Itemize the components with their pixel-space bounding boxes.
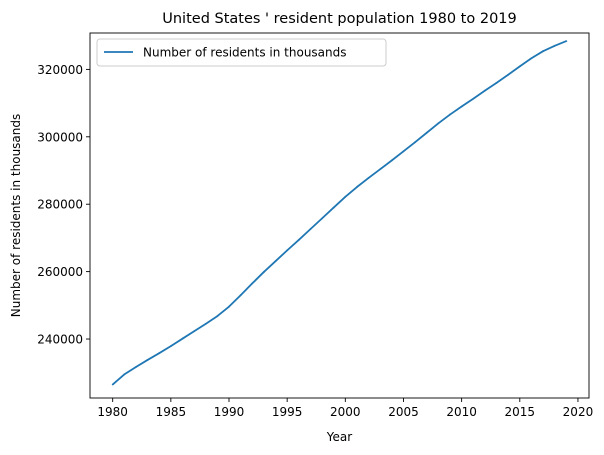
y-tick-label: 240000 <box>37 333 83 347</box>
x-tick-label: 1995 <box>272 405 303 419</box>
data-point <box>228 305 230 308</box>
x-axis-label: Year <box>326 430 352 444</box>
data-point <box>483 89 486 92</box>
data-point <box>495 81 498 84</box>
data-point <box>367 177 370 179</box>
x-tick-label: 2010 <box>446 405 477 419</box>
data-point <box>135 366 137 368</box>
data-point <box>332 206 335 209</box>
data-point <box>204 322 207 325</box>
data-point <box>460 105 463 108</box>
data-point <box>402 150 405 153</box>
y-axis-ticks: 240000 260000 280000 300000 320000 <box>37 63 90 347</box>
data-point <box>111 383 114 386</box>
data-point <box>449 113 451 116</box>
data-point <box>414 141 417 144</box>
data-point <box>158 352 161 355</box>
data-point <box>297 239 300 241</box>
y-tick-label: 260000 <box>37 265 83 279</box>
data-point <box>344 195 347 198</box>
data-point <box>251 282 254 285</box>
data-point <box>565 40 568 42</box>
legend: Number of residents in thousands <box>96 38 387 67</box>
data-point <box>146 359 149 361</box>
x-tick-label: 2015 <box>505 405 536 419</box>
x-tick-label: 1985 <box>156 405 187 419</box>
data-point <box>530 57 533 60</box>
data-point <box>472 97 475 100</box>
data-point <box>274 260 277 263</box>
legend-box <box>96 38 387 67</box>
x-tick-label: 1980 <box>97 405 128 419</box>
y-tick-label: 300000 <box>37 130 83 144</box>
data-point <box>507 73 510 76</box>
data-point <box>239 294 242 297</box>
y-tick-label: 280000 <box>37 198 83 212</box>
data-point <box>309 228 312 231</box>
data-point <box>437 122 440 125</box>
data-point <box>216 315 219 318</box>
data-point <box>169 345 172 347</box>
data-point <box>379 168 382 171</box>
data-point <box>181 337 184 340</box>
data-point <box>321 217 323 220</box>
plot-area-frame <box>89 32 590 399</box>
data-point <box>425 131 428 134</box>
data-point <box>286 249 289 252</box>
data-point <box>518 65 521 68</box>
data-point <box>542 50 544 53</box>
x-tick-label: 1990 <box>214 405 245 419</box>
x-tick-label: 2000 <box>330 405 361 419</box>
data-point <box>356 186 358 188</box>
legend-label: Number of residents in thousands <box>143 46 347 60</box>
data-point <box>390 159 393 162</box>
data-point <box>123 373 126 376</box>
x-tick-label: 2020 <box>563 405 594 419</box>
y-axis-label: Number of residents in thousands <box>9 114 23 318</box>
series-line <box>112 40 567 386</box>
y-tick-label: 320000 <box>37 63 83 77</box>
x-tick-label: 2005 <box>388 405 419 419</box>
series-layer <box>111 40 568 386</box>
chart-title: United States ' resident population 1980… <box>162 11 517 27</box>
data-point <box>262 271 265 273</box>
data-point <box>193 330 196 333</box>
x-axis-ticks: 1980 1985 1990 1995 2000 2005 2010 2015 2020 <box>97 398 593 419</box>
data-point <box>553 44 556 47</box>
